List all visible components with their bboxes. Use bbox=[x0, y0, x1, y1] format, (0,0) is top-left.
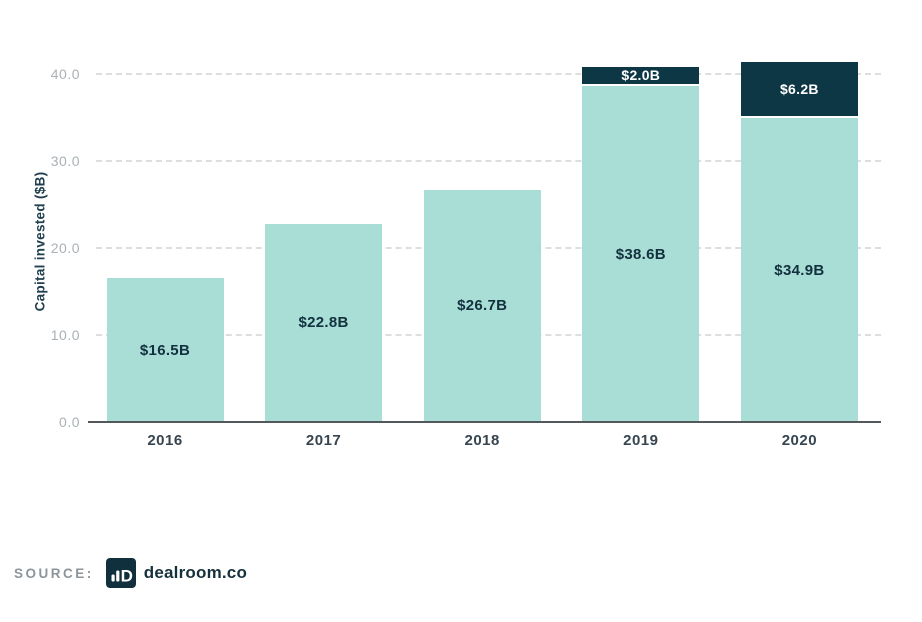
y-tick-label: 40.0 bbox=[50, 66, 80, 82]
y-tick-label: 10.0 bbox=[50, 327, 80, 343]
bar-2018-base-segment: $26.7B bbox=[423, 189, 541, 422]
bar-2020-base-segment: $34.9B bbox=[740, 118, 858, 422]
svg-text:D: D bbox=[120, 567, 132, 586]
gridline-40.0 bbox=[96, 73, 881, 75]
bar-2016-base-segment: $16.5B bbox=[106, 278, 224, 422]
bar-value-label: $22.8B bbox=[298, 314, 349, 332]
y-tick-label: 30.0 bbox=[50, 153, 80, 169]
y-tick-label: 20.0 bbox=[50, 240, 80, 256]
bar-value-label: $26.7B bbox=[457, 297, 508, 315]
bar-value-label: $16.5B bbox=[139, 341, 191, 359]
bar-2019-top-segment: $2.0B bbox=[582, 66, 700, 87]
x-tick-label-2016: 2016 bbox=[147, 432, 183, 449]
bar-value-label: $2.0B bbox=[621, 67, 661, 84]
bar-value-label: $34.9B bbox=[774, 261, 825, 279]
x-tick-label-2020: 2020 bbox=[781, 432, 818, 449]
x-axis-line bbox=[88, 421, 881, 423]
source-label: SOURCE: bbox=[14, 565, 94, 581]
bar-2017-base-segment: $22.8B bbox=[265, 223, 383, 422]
source-name: dealroom.co bbox=[143, 563, 248, 582]
x-tick-label-2017: 2017 bbox=[305, 432, 342, 449]
x-tick-label-2019: 2019 bbox=[623, 432, 659, 449]
bar-value-label: $6.2B bbox=[779, 81, 819, 98]
bar-value-label: $38.6B bbox=[615, 245, 666, 263]
x-tick-label-2018: 2018 bbox=[464, 432, 500, 449]
gridline-30.0 bbox=[96, 160, 881, 162]
bar-2020-top-segment: $6.2B bbox=[740, 62, 858, 119]
y-tick-label: 0.0 bbox=[59, 414, 80, 430]
bar-2019-base-segment: $38.6B bbox=[582, 86, 700, 422]
source-attribution: SOURCE: D dealroom.co bbox=[14, 558, 247, 588]
dealroom-logo-icon: D bbox=[105, 558, 136, 588]
